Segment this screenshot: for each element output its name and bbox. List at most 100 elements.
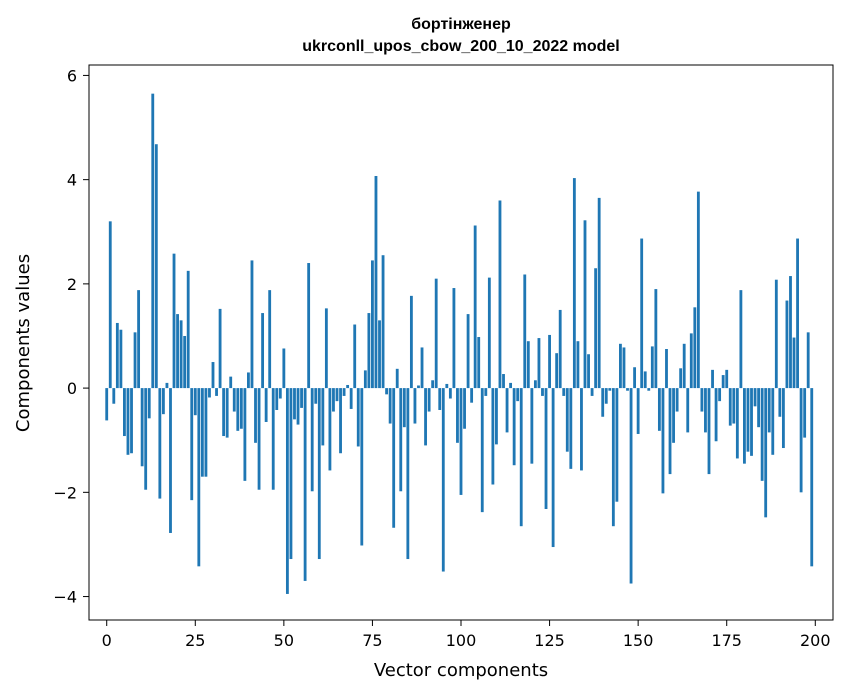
x-tick-label: 0 xyxy=(102,631,112,650)
bar-component-187 xyxy=(767,388,771,433)
bar-component-116 xyxy=(516,388,520,402)
bar-component-19 xyxy=(172,253,176,389)
bar-component-74 xyxy=(367,313,371,389)
bar-component-143 xyxy=(611,388,615,527)
bar-component-73 xyxy=(363,370,367,389)
bar-component-29 xyxy=(208,388,211,398)
bar-component-70 xyxy=(353,324,357,389)
bar-component-129 xyxy=(562,388,566,396)
x-tick-label: 200 xyxy=(800,631,831,650)
bar-component-90 xyxy=(424,388,427,446)
bar-component-32 xyxy=(218,308,222,389)
bar-component-138 xyxy=(594,268,598,389)
bar-component-186 xyxy=(764,388,768,518)
bar-component-43 xyxy=(257,388,261,490)
x-tick-label: 175 xyxy=(711,631,742,650)
bar-component-68 xyxy=(346,384,350,389)
plot-frame xyxy=(88,64,834,621)
bar-component-17 xyxy=(165,382,169,389)
bar-component-185 xyxy=(760,388,764,481)
bar-component-88 xyxy=(417,385,420,389)
bar-component-165 xyxy=(689,333,693,389)
bar-component-197 xyxy=(803,388,807,438)
bar-component-182 xyxy=(750,388,753,456)
bar-component-45 xyxy=(264,388,268,422)
bar-component-38 xyxy=(239,388,243,429)
bar-component-145 xyxy=(619,343,622,389)
bar-component-59 xyxy=(314,388,318,404)
bar-component-128 xyxy=(558,309,562,389)
bar-component-175 xyxy=(725,369,729,389)
x-axis-ticks: 0 25 50 75 100 125 150 175 200 xyxy=(102,620,831,650)
bar-component-109 xyxy=(491,388,495,485)
bar-component-195 xyxy=(796,238,799,389)
bar-component-55 xyxy=(300,388,303,408)
bar-component-49 xyxy=(278,388,282,399)
bar-component-93 xyxy=(434,278,438,389)
bar-component-113 xyxy=(505,388,509,433)
bar-component-123 xyxy=(541,388,544,396)
bar-component-9 xyxy=(137,290,141,389)
bar-component-34 xyxy=(225,388,229,438)
bar-component-159 xyxy=(668,388,672,475)
bar-component-149 xyxy=(633,367,637,389)
bar-component-5 xyxy=(123,388,126,437)
bar-component-48 xyxy=(275,388,279,410)
bar-component-168 xyxy=(700,388,704,412)
bar-component-20 xyxy=(176,314,179,389)
bar-component-152 xyxy=(643,371,647,389)
bar-component-75 xyxy=(371,260,374,389)
bar-component-131 xyxy=(569,388,573,469)
bar-component-117 xyxy=(519,388,523,527)
bar-component-105 xyxy=(477,337,481,389)
bar-component-85 xyxy=(406,388,410,560)
bar-component-146 xyxy=(622,347,626,389)
bar-component-111 xyxy=(498,200,502,389)
bar-component-78 xyxy=(381,255,385,389)
bar-component-4 xyxy=(119,329,123,389)
bar-component-63 xyxy=(328,388,332,471)
bar-component-171 xyxy=(711,369,714,389)
bar-component-52 xyxy=(289,388,293,560)
bar-component-66 xyxy=(339,388,342,454)
bar-component-41 xyxy=(250,260,254,389)
bar-component-106 xyxy=(480,388,484,513)
x-axis-label: Vector components xyxy=(374,660,548,681)
bar-component-137 xyxy=(590,388,594,396)
bar-component-102 xyxy=(466,314,470,389)
bar-component-97 xyxy=(448,388,452,399)
bar-component-135 xyxy=(583,220,587,389)
bar-component-124 xyxy=(544,388,548,509)
bar-component-127 xyxy=(555,353,559,389)
y-tick-label: 0 xyxy=(67,379,77,398)
bar-component-133 xyxy=(576,341,580,389)
y-axis-ticks: −4 −2 0 2 4 6 xyxy=(53,66,89,607)
bar-component-87 xyxy=(413,388,417,424)
bar-component-160 xyxy=(672,388,675,443)
bar-component-136 xyxy=(587,354,590,389)
bar-component-57 xyxy=(307,263,311,389)
bar-component-46 xyxy=(268,290,272,389)
bar-component-44 xyxy=(261,313,265,389)
bar-component-174 xyxy=(721,375,725,389)
bar-component-76 xyxy=(374,176,378,389)
bar-component-112 xyxy=(502,374,505,389)
bar-component-24 xyxy=(190,388,194,501)
bar-component-118 xyxy=(523,274,527,389)
bar-component-96 xyxy=(445,383,449,389)
chart-title-line2: ukrconll_upos_cbow_200_10_2022 model xyxy=(302,38,619,55)
bar-component-180 xyxy=(743,388,746,464)
bar-component-179 xyxy=(739,290,743,389)
x-tick-label: 150 xyxy=(623,631,654,650)
bar-component-184 xyxy=(757,388,761,428)
bar-component-60 xyxy=(317,388,321,560)
bar-component-54 xyxy=(296,388,300,425)
bar-component-30 xyxy=(211,362,215,389)
bar-component-71 xyxy=(356,388,360,447)
bar-component-82 xyxy=(395,368,399,389)
bar-component-125 xyxy=(548,334,551,389)
bar-component-98 xyxy=(452,288,456,389)
bar-component-36 xyxy=(232,388,236,412)
bar-series xyxy=(105,93,814,594)
bar-component-53 xyxy=(293,388,296,420)
